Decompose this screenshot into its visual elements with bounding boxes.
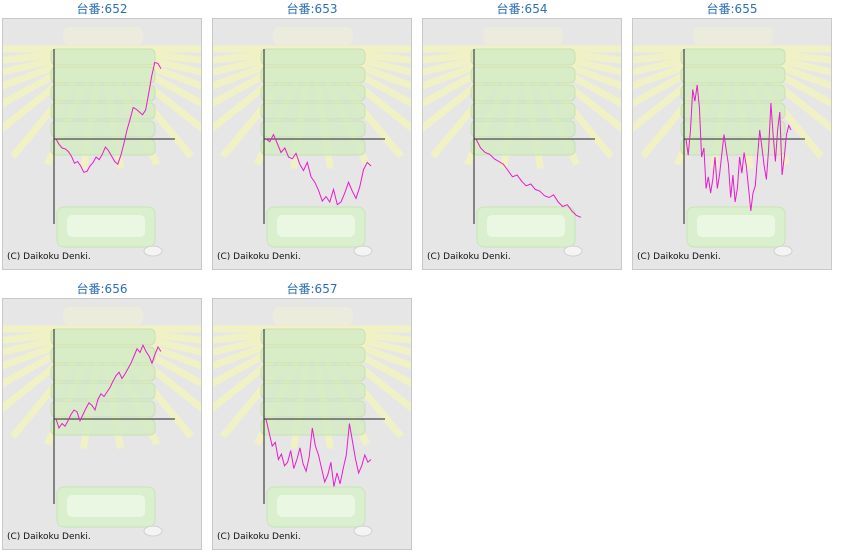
machine-number-link[interactable]: 台番:655 [706, 2, 758, 16]
background-tray [50, 102, 156, 120]
copyright-text: (C) Daikoku Denki. [7, 532, 91, 542]
background-tray [50, 66, 156, 84]
line-chart [3, 307, 201, 537]
line-chart [213, 307, 411, 537]
copyright-text: (C) Daikoku Denki. [427, 252, 511, 262]
machine-cell: 台番:654 (C) Daikoku Denki. [422, 0, 622, 270]
background-tray [260, 120, 366, 138]
line-chart [633, 27, 831, 257]
background-box-inner [277, 215, 355, 237]
copyright-text: (C) Daikoku Denki. [217, 252, 301, 262]
background-tray [470, 84, 576, 102]
background-tray [50, 328, 156, 346]
background-tray [680, 66, 786, 84]
background-tray [470, 102, 576, 120]
line-chart [423, 27, 621, 257]
background-tray-top [63, 307, 143, 325]
payout-series-line [55, 343, 162, 430]
background-tray [260, 66, 366, 84]
background-tray [260, 102, 366, 120]
background-tray [470, 48, 576, 66]
background-tray [260, 84, 366, 102]
machine-number-link[interactable]: 台番:652 [76, 2, 128, 16]
background-illustration [423, 27, 621, 257]
background-tray [50, 120, 156, 138]
payout-series-line [265, 133, 372, 206]
graph-panel: (C) Daikoku Denki. [422, 18, 622, 270]
background-tray [680, 48, 786, 66]
background-tray-top [273, 27, 353, 45]
background-tray-top [693, 27, 773, 45]
machine-number-link[interactable]: 台番:654 [496, 2, 548, 16]
copyright-text: (C) Daikoku Denki. [7, 252, 91, 262]
background-illustration [3, 307, 201, 537]
background-box-inner [487, 215, 565, 237]
machine-cell: 台番:652 (C) Daikoku Denki. [2, 0, 202, 270]
background-tray-top [63, 27, 143, 45]
copyright-text: (C) Daikoku Denki. [637, 252, 721, 262]
background-tray [680, 84, 786, 102]
line-chart [213, 27, 411, 257]
payout-series-line [265, 418, 372, 487]
background-tray [260, 48, 366, 66]
background-tray [260, 346, 366, 364]
copyright-text: (C) Daikoku Denki. [217, 532, 301, 542]
background-tray [260, 364, 366, 382]
background-tray-top [273, 307, 353, 325]
machine-number-link[interactable]: 台番:657 [286, 282, 338, 296]
background-illustration [633, 27, 831, 257]
background-tray [260, 400, 366, 418]
background-tray [50, 48, 156, 66]
graph-panel: (C) Daikoku Denki. [212, 298, 412, 550]
background-box-inner [697, 215, 775, 237]
graph-panel: (C) Daikoku Denki. [2, 298, 202, 550]
machine-cell: 台番:657 (C) Daikoku Denki. [212, 280, 412, 550]
background-coin [353, 525, 373, 537]
background-tray [470, 66, 576, 84]
background-tray [260, 328, 366, 346]
machine-number-link[interactable]: 台番:656 [76, 282, 128, 296]
background-box-inner [67, 495, 145, 517]
background-coin [773, 245, 793, 257]
background-tray [470, 120, 576, 138]
machine-cell: 台番:655 (C) Daikoku Denki. [632, 0, 832, 270]
background-tray [50, 364, 156, 382]
background-tray [50, 400, 156, 418]
background-tray [260, 382, 366, 400]
line-chart [3, 27, 201, 257]
background-coin [353, 245, 373, 257]
graph-panel: (C) Daikoku Denki. [212, 18, 412, 270]
background-illustration [213, 307, 411, 537]
payout-series-line [685, 84, 792, 212]
background-tray [50, 418, 156, 436]
background-coin [143, 245, 163, 257]
background-tray [680, 102, 786, 120]
background-box-inner [277, 495, 355, 517]
background-tray [50, 382, 156, 400]
background-illustration [213, 27, 411, 257]
graph-panel: (C) Daikoku Denki. [2, 18, 202, 270]
background-tray-top [483, 27, 563, 45]
machine-cell: 台番:656 (C) Daikoku Denki. [2, 280, 202, 550]
machine-number-link[interactable]: 台番:653 [286, 2, 338, 16]
machine-cell: 台番:653 (C) Daikoku Denki. [212, 0, 412, 270]
background-coin [143, 525, 163, 537]
background-tray [50, 346, 156, 364]
payout-series-line [55, 61, 162, 173]
background-illustration [3, 27, 201, 257]
payout-series-line [475, 138, 582, 218]
background-tray [50, 84, 156, 102]
background-box-inner [67, 215, 145, 237]
graph-panel: (C) Daikoku Denki. [632, 18, 832, 270]
background-coin [563, 245, 583, 257]
